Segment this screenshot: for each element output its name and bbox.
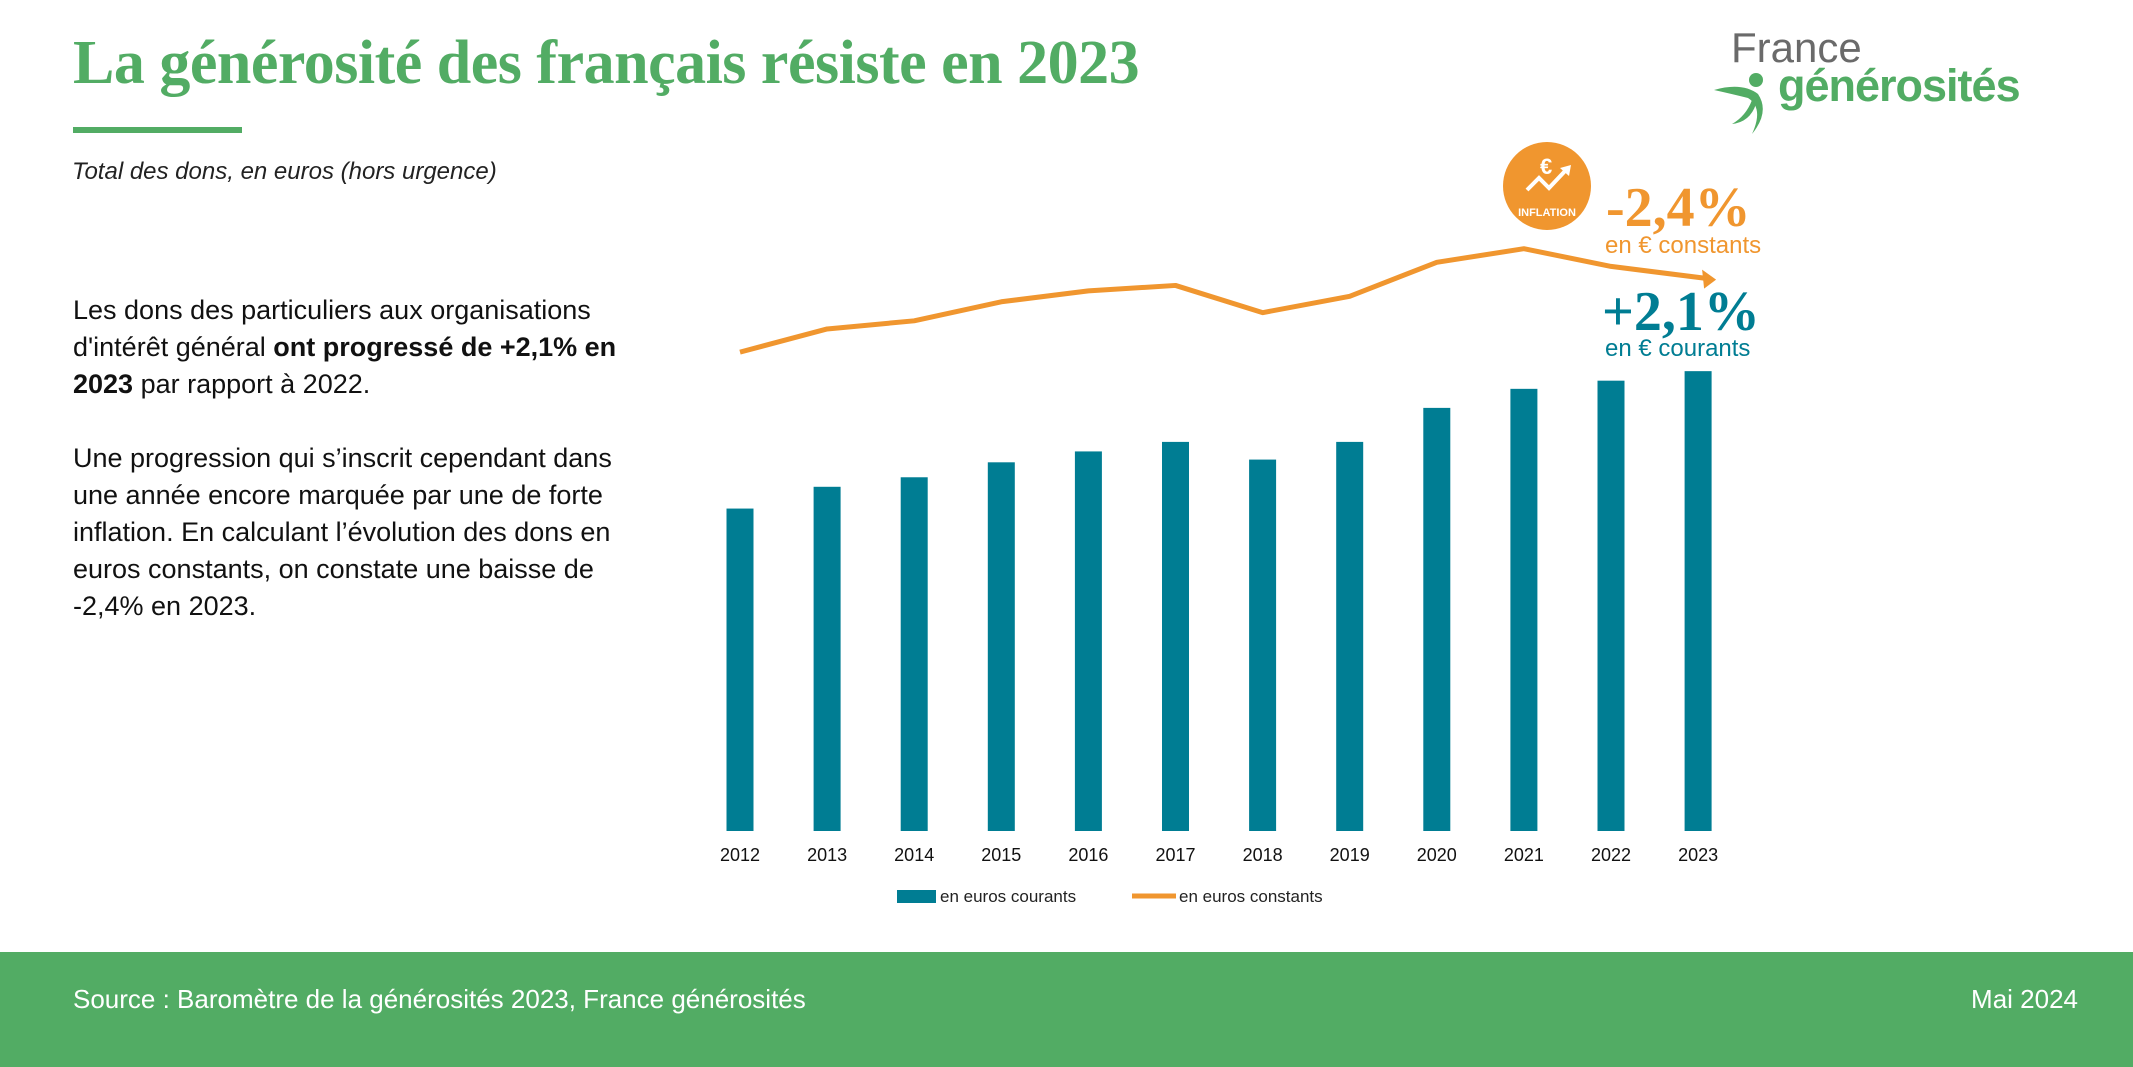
bar-2017 — [1162, 441, 1189, 831]
paragraph-2: Une progression qui s’inscrit cependant … — [73, 443, 612, 621]
x-tick-label: 2015 — [981, 845, 1021, 865]
bar-2021 — [1510, 388, 1538, 831]
x-tick-label: 2014 — [894, 845, 934, 865]
legend: en euros courants en euros constants — [897, 887, 1323, 906]
bar-2014 — [900, 477, 928, 831]
bar-2023 — [1684, 371, 1712, 831]
bar-2019 — [1336, 441, 1364, 831]
x-tick-label: 2021 — [1504, 845, 1544, 865]
line-arrowhead — [1702, 269, 1717, 289]
x-tick-label: 2022 — [1591, 845, 1631, 865]
logo-figure-icon — [1714, 73, 1763, 134]
bar-2013 — [813, 486, 841, 831]
chart: 2012 2013 2014 2015 2016 2017 2018 2019 2020 2021… — [720, 142, 1761, 906]
inflation-label: INFLATION — [1518, 207, 1576, 219]
bar-2015 — [987, 462, 1015, 831]
date-text: Mai 2024 — [1971, 984, 2078, 1014]
bar-2016 — [1074, 451, 1102, 831]
bar-2020 — [1423, 407, 1451, 831]
logo-france: France — [1731, 24, 1862, 71]
x-tick-label: 2012 — [720, 845, 760, 865]
chart-subtitle: Total des dons, en euros (hors urgence) — [72, 158, 497, 185]
current-change-value: +2,1% — [1602, 281, 1760, 343]
logo-generosites: générosités — [1778, 60, 2021, 111]
p1-text: Les dons des particuliers aux organisati… — [73, 295, 591, 362]
x-tick-label: 2023 — [1678, 845, 1718, 865]
line-series-constants — [739, 246, 1709, 355]
euro-trend-up-icon: € — [1540, 154, 1552, 179]
bar-2022 — [1597, 380, 1625, 831]
x-tick-label: 2018 — [1243, 845, 1283, 865]
source-text: Source : Baromètre de la générosités 202… — [73, 984, 806, 1014]
legend-label-constants: en euros constants — [1179, 887, 1323, 906]
x-tick-label: 2017 — [1155, 845, 1195, 865]
x-tick-label: 2013 — [807, 845, 847, 865]
p1-text-end: par rapport à 2022. — [133, 369, 371, 399]
x-tick-label: 2016 — [1068, 845, 1108, 865]
p1-bold: ont progressé de +2,1% en 2023 — [73, 332, 617, 399]
bar-2012 — [726, 508, 754, 831]
current-change-label: en € courants — [1605, 335, 1750, 362]
x-tick-label: 2020 — [1417, 845, 1457, 865]
x-tick-label: 2019 — [1330, 845, 1370, 865]
legend-swatch-courants — [897, 890, 936, 903]
inflation-badge: € INFLATION — [1503, 142, 1591, 230]
constant-change-value: -2,4% — [1606, 177, 1751, 239]
body-text: Les dons des particuliers aux organisati… — [73, 292, 633, 662]
legend-label-courants: en euros courants — [940, 887, 1076, 906]
bar-2018 — [1249, 459, 1277, 831]
paragraph-1: Les dons des particuliers aux organisati… — [73, 292, 633, 403]
constant-change-label: en € constants — [1605, 232, 1761, 259]
title-underline — [73, 127, 242, 133]
page-title: La générosité des français résiste en 20… — [73, 29, 1140, 97]
footer-bar — [0, 952, 2133, 1067]
